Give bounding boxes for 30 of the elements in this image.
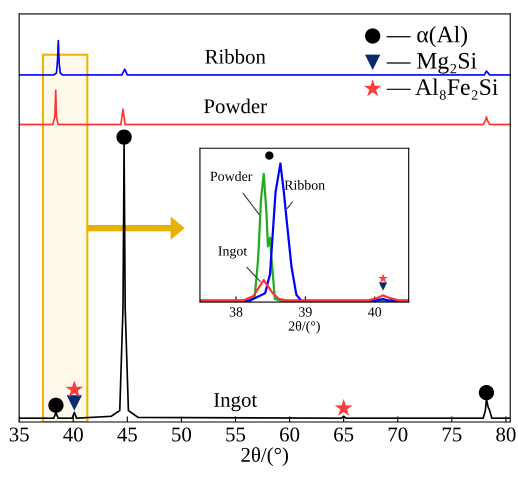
x-tick-label: 80 xyxy=(496,427,516,442)
x-tick-label: 60 xyxy=(280,427,300,442)
x-tick-label: 38 xyxy=(230,307,242,317)
x-tick-label: 40 xyxy=(63,427,83,442)
annotation: Ribbon xyxy=(284,180,325,190)
series-label: Powder xyxy=(204,98,267,114)
legend-label: — Al₈Fe₂Si xyxy=(386,78,498,100)
x-tick-label: 40 xyxy=(368,307,382,317)
series-label: Ribbon xyxy=(205,49,266,64)
point xyxy=(65,380,84,398)
legend-label: — α(Al) xyxy=(386,26,468,48)
x-tick-label: 75 xyxy=(442,428,462,442)
x-tick-label: 70 xyxy=(388,427,408,442)
point xyxy=(66,395,82,411)
annotation: Ingot xyxy=(218,246,248,259)
annotation: Powder xyxy=(210,171,252,182)
x-tick-label: 39 xyxy=(299,307,312,317)
point xyxy=(334,398,353,416)
x-tick-label: 55 xyxy=(226,428,246,442)
x-tick-label: 35 xyxy=(10,428,29,442)
point xyxy=(478,384,494,400)
x-tick-label: 65 xyxy=(334,428,354,442)
point xyxy=(116,129,132,145)
x-axis-title: 2θ/(°) xyxy=(241,447,288,466)
legend-label: — Mg₂Si xyxy=(386,52,477,74)
series-label: Ingot xyxy=(214,393,258,412)
x-axis-title: 2θ/(°) xyxy=(288,320,320,334)
x-tick-label: 45 xyxy=(117,428,137,442)
x-tick-label: 50 xyxy=(172,427,192,442)
point xyxy=(48,398,64,413)
